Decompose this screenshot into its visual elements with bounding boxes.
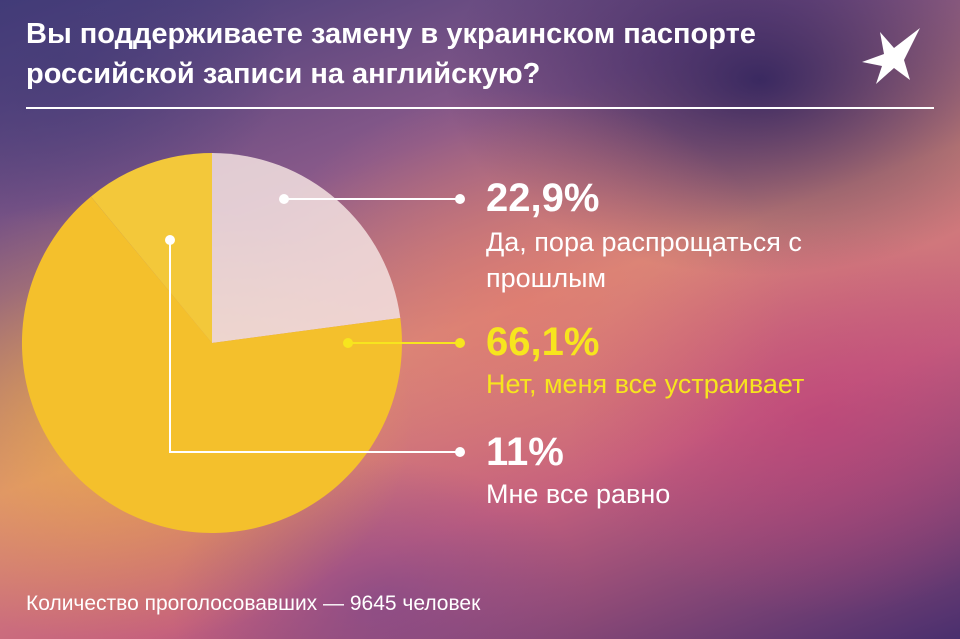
leader-line-neutral [169,240,460,453]
pie-slice-yes [212,153,401,343]
leader-dot-no-end [455,338,465,348]
slice-no-label: Нет, меня все устраивает [486,369,805,399]
slice-neutral-percent: 11% [486,430,564,474]
pie-slice-no [21,196,402,534]
voters-count: Количество проголосовавших — 9645 челове… [26,592,481,615]
chart-title: Вы поддерживаете замену в украинском пас… [26,18,756,90]
slice-yes-label: Да, пора распрощаться с прошлым [486,227,802,293]
pie-slice-neutral [90,153,212,343]
slice-yes-percent: 22,9% [486,176,600,220]
bird-logo-icon [862,28,920,84]
leader-dot-neutral-end [455,447,465,457]
leader-dot-neutral-start [165,235,175,245]
slice-neutral-label: Мне все равно [486,479,671,509]
title-divider [26,107,934,109]
leader-dot-yes-start [279,194,289,204]
leader-dot-no-start [343,338,353,348]
slice-no-percent: 66,1% [486,320,600,364]
leader-dot-yes-end [455,194,465,204]
